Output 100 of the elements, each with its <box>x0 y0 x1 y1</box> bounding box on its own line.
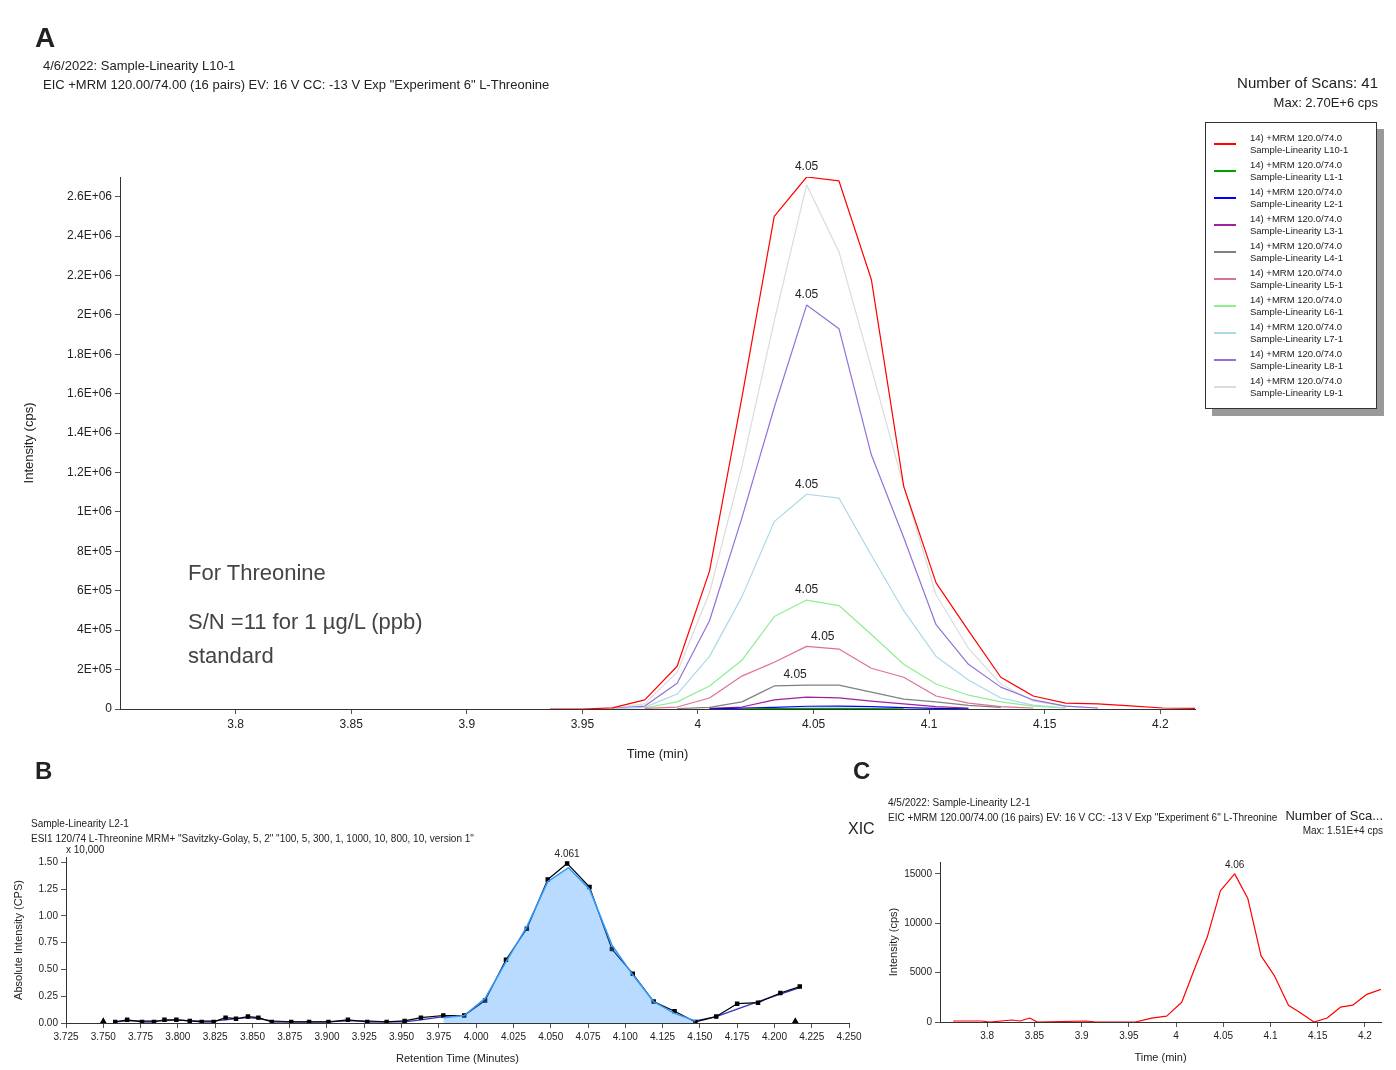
y-tick-label: 2.4E+06 <box>66 228 113 243</box>
y-tick-label: 1.2E+06 <box>66 464 113 479</box>
y-tick-label: 10000 <box>904 916 933 928</box>
legend-label: 14) +MRM 120.0/74.0 Sample-Linearity L10-1 <box>1250 132 1349 156</box>
legend-label: 14) +MRM 120.0/74.0 Sample-Linearity L2-1 <box>1250 186 1343 210</box>
x-tick-label: 3.975 <box>426 1030 452 1042</box>
annotation: 4.06 <box>1224 858 1245 870</box>
x-tick-label: 4.15 <box>1033 716 1057 731</box>
y-tick-label: 15000 <box>904 867 933 879</box>
annotation: 4.05 <box>811 628 835 643</box>
legend-label: 14) +MRM 120.0/74.0 Sample-Linearity L3-1 <box>1250 213 1343 237</box>
y-tick-label: 0.25 <box>38 989 59 1001</box>
y-tick-label: 0 <box>105 701 113 716</box>
x-tick-label: 4.250 <box>836 1030 862 1042</box>
text: B <box>35 757 53 785</box>
x-tick-label: 4.025 <box>500 1030 527 1042</box>
x-tick-label: 3.8 <box>227 716 245 731</box>
y-tick-label: 2E+05 <box>76 661 113 676</box>
x-tick-label: 4.150 <box>687 1030 713 1042</box>
text: x 10,000 <box>66 844 105 855</box>
legend-label: 14) +MRM 120.0/74.0 Sample-Linearity L9-1 <box>1250 375 1343 399</box>
x-tick-label: 3.900 <box>314 1030 340 1042</box>
x-tick-label: 4 <box>1173 1029 1180 1041</box>
x-tick-label: 3.950 <box>389 1030 415 1042</box>
x-tick-label: 3.9 <box>1074 1029 1090 1041</box>
y-tick-label: 0.75 <box>38 936 59 948</box>
chart-subtitle: EIC +MRM 120.00/74.00 (16 pairs) EV: 16 V CC: -13 V Exp "Experiment 6" L-Threonine <box>43 77 550 92</box>
x-tick-label: 4.000 <box>463 1030 490 1042</box>
x-tick-label: 4.15 <box>1308 1029 1328 1041</box>
y-tick-label: 1.00 <box>38 909 59 921</box>
x-axis-title: Time (min) <box>626 745 689 761</box>
x-tick-label: 3.95 <box>570 716 595 731</box>
text: Number of Sca... <box>1285 808 1383 823</box>
x-tick-label: 4.2 <box>1151 716 1169 731</box>
legend-label: 14) +MRM 120.0/74.0 Sample-Linearity L5-1 <box>1250 267 1343 291</box>
x-tick-label: 3.9 <box>458 716 476 731</box>
y-tick-label: 0.50 <box>38 963 59 975</box>
y-tick-label: 1.8E+06 <box>66 346 113 361</box>
x-tick-label: 3.725 <box>53 1030 79 1042</box>
x-tick-label: 4.175 <box>724 1030 751 1042</box>
y-tick-label: 1E+06 <box>76 504 113 519</box>
y-tick-label: 5000 <box>909 966 933 978</box>
x-tick-label: 4.05 <box>1213 1029 1234 1041</box>
annotation: 4.05 <box>783 667 808 682</box>
x-tick-label: 3.85 <box>1024 1029 1045 1041</box>
annotation: S/N =11 for 1 µg/L (ppb) standard <box>188 608 424 670</box>
legend-label: 14) +MRM 120.0/74.0 Sample-Linearity L7-1 <box>1250 321 1343 345</box>
annotation: 4.05 <box>794 287 819 302</box>
x-tick-label: 3.95 <box>1119 1029 1140 1041</box>
x-tick-label: 4.225 <box>799 1030 825 1042</box>
annotation: 4.061 <box>554 848 581 860</box>
x-tick-label: 3.850 <box>239 1030 266 1042</box>
x-tick-label: 3.925 <box>351 1030 378 1042</box>
x-tick-label: 4.05 <box>801 716 826 731</box>
y-axis-title: Intensity (cps) <box>886 907 899 977</box>
annotation: 4.05 <box>794 582 819 597</box>
y-tick-label: 8E+05 <box>76 543 113 558</box>
x-tick-label: 4.075 <box>575 1030 601 1042</box>
annotation: 4.05 <box>794 476 819 491</box>
y-tick-label: 1.50 <box>38 856 59 868</box>
y-tick-label: 1.6E+06 <box>66 386 113 401</box>
x-tick-label: 4.100 <box>612 1030 639 1042</box>
chart-subtitle: EIC +MRM 120.00/74.00 (16 pairs) EV: 16 V CC: -13 V Exp "Experiment 6" L-Threonine <box>888 812 1278 823</box>
x-axis-title: Retention Time (Minutes) <box>396 1052 519 1065</box>
y-tick-label: 4E+05 <box>76 622 113 637</box>
x-tick-label: 3.8 <box>980 1029 995 1041</box>
legend-label: 14) +MRM 120.0/74.0 Sample-Linearity L1-1 <box>1250 159 1343 183</box>
x-tick-label: 3.825 <box>202 1030 229 1042</box>
text: A <box>35 22 56 54</box>
x-tick-label: 4.125 <box>650 1030 676 1042</box>
x-tick-label: 4.1 <box>920 716 938 731</box>
y-tick-label: 1.4E+06 <box>66 425 113 440</box>
x-tick-label: 3.800 <box>165 1030 191 1042</box>
legend-label: 14) +MRM 120.0/74.0 Sample-Linearity L6-1 <box>1250 294 1343 318</box>
text: Max: 1.51E+4 cps <box>1302 825 1383 836</box>
y-tick-label: 1.25 <box>38 882 59 894</box>
y-tick-label: 6E+05 <box>76 583 113 598</box>
x-tick-label: 4.050 <box>538 1030 564 1042</box>
x-axis-title: Time (min) <box>1134 1051 1187 1064</box>
x-tick-label: 4.2 <box>1357 1029 1373 1041</box>
annotation: For Threonine <box>188 560 326 586</box>
y-tick-label: 0.00 <box>38 1016 59 1028</box>
text: Max: 2.70E+6 cps <box>1273 95 1378 110</box>
legend-label: 14) +MRM 120.0/74.0 Sample-Linearity L8-1 <box>1250 348 1343 372</box>
y-tick-label: 2.2E+06 <box>66 267 113 282</box>
y-tick-label: 0 <box>926 1015 933 1027</box>
x-tick-label: 4.1 <box>1263 1029 1278 1041</box>
y-tick-label: 2E+06 <box>76 307 113 322</box>
chart-title: 4/6/2022: Sample-Linearity L10-1 <box>43 58 236 73</box>
x-tick-label: 3.85 <box>339 716 364 731</box>
x-tick-label: 4.200 <box>761 1030 788 1042</box>
y-axis-title: Intensity (cps) <box>21 402 37 484</box>
annotation: 4.05 <box>794 159 819 174</box>
x-tick-label: 3.775 <box>128 1030 154 1042</box>
y-tick-label: 2.6E+06 <box>66 189 113 204</box>
legend-label: 14) +MRM 120.0/74.0 Sample-Linearity L4-1 <box>1250 240 1343 264</box>
y-axis-title: Absolute Intensity (CPS) <box>11 880 24 1000</box>
chart-title: Sample-Linearity L2-1 <box>31 818 129 829</box>
x-tick-label: 4 <box>694 716 702 731</box>
text: XIC <box>848 820 875 838</box>
